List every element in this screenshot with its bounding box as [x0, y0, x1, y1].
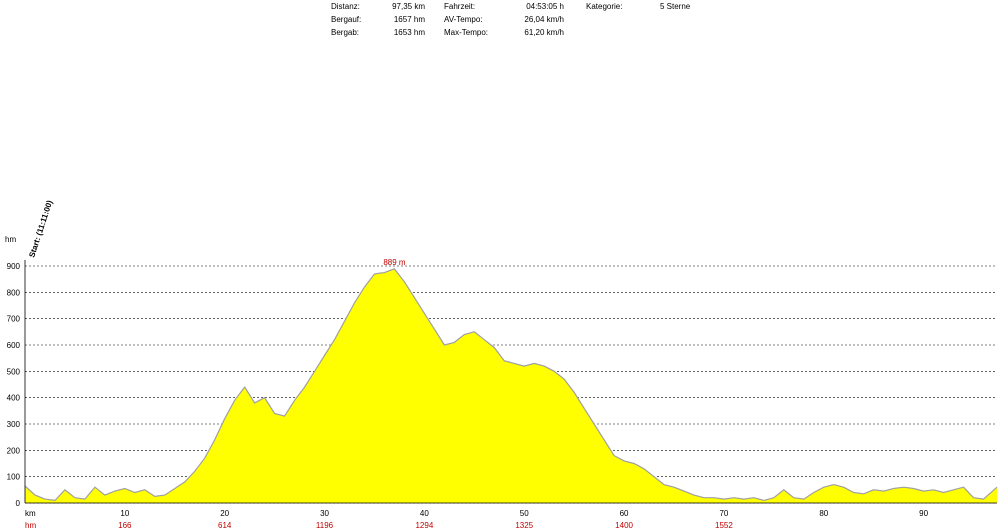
hm-marker-70: 1552 — [715, 521, 733, 530]
start-label: Start: (11:11:00) — [27, 199, 54, 259]
y-axis: 0 100 200 300 400 500 600 700 800 900 — [7, 262, 21, 508]
hm-markers-row: 166 614 1196 1294 1325 1400 1552 — [118, 521, 733, 530]
distanz-label: Distanz: — [331, 2, 360, 11]
x-tick-60: 60 — [620, 509, 629, 518]
distanz-value: 97,35 km — [392, 2, 425, 11]
x-tick-20: 20 — [220, 509, 229, 518]
x-tick-40: 40 — [420, 509, 429, 518]
x-tick-70: 70 — [719, 509, 728, 518]
elevation-area — [25, 268, 997, 503]
bergauf-label: Bergauf: — [331, 15, 362, 24]
hm-marker-20: 614 — [218, 521, 232, 530]
x-tick-50: 50 — [520, 509, 529, 518]
bergab-label: Bergab: — [331, 28, 360, 37]
hm-marker-30: 1196 — [316, 521, 334, 530]
y-tick-400: 400 — [7, 394, 21, 403]
y-tick-100: 100 — [7, 473, 21, 482]
maxtempo-label: Max-Tempo: — [444, 28, 489, 37]
y-tick-800: 800 — [7, 288, 21, 297]
stats-header: Distanz: 97,35 km Bergauf: 1657 hm Berga… — [0, 0, 1000, 40]
bergab-value: 1653 hm — [393, 28, 425, 37]
x-tick-90: 90 — [919, 509, 928, 518]
x-axis-label: km — [25, 509, 36, 518]
y-axis-label: hm — [5, 235, 16, 244]
elevation-line — [24, 268, 998, 502]
hm-marker-40: 1294 — [415, 521, 433, 530]
y-tick-900: 900 — [7, 262, 21, 271]
y-tick-700: 700 — [7, 315, 21, 324]
fahrzeit-value: 04:53:05 h — [526, 2, 564, 11]
kategorie-value: 5 Sterne — [660, 2, 691, 11]
fahrzeit-label: Fahrzeit: — [444, 2, 476, 11]
avtempo-value: 26,04 km/h — [524, 15, 564, 24]
kategorie-label: Kategorie: — [586, 2, 623, 11]
peak-label: 889 m — [383, 258, 406, 267]
hm-marker-50: 1325 — [515, 521, 533, 530]
y-tick-600: 600 — [7, 341, 21, 350]
avtempo-label: AV-Tempo: — [444, 15, 483, 24]
hm-marker-10: 166 — [118, 521, 132, 530]
hm-marker-60: 1400 — [615, 521, 633, 530]
hm-row-label: hm — [25, 521, 36, 530]
y-tick-200: 200 — [7, 446, 21, 455]
maxtempo-value: 61,20 km/h — [524, 28, 564, 37]
y-tick-300: 300 — [7, 420, 21, 429]
x-tick-10: 10 — [120, 509, 129, 518]
x-tick-30: 30 — [320, 509, 329, 518]
x-tick-80: 80 — [819, 509, 828, 518]
x-axis: 10 20 30 40 50 60 70 80 90 — [24, 260, 997, 518]
y-tick-0: 0 — [16, 499, 21, 508]
bergauf-value: 1657 hm — [393, 15, 425, 24]
y-tick-500: 500 — [7, 367, 21, 376]
